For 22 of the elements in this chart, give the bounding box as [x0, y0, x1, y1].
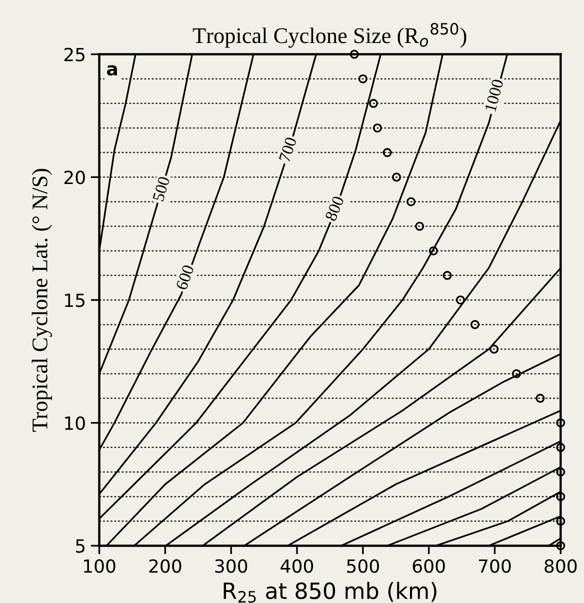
- x-tick-label: 700: [478, 559, 511, 573]
- y-tick-label: 15: [65, 294, 85, 308]
- annotation: 1000: [484, 78, 504, 112]
- x-tick-label: 300: [215, 559, 248, 573]
- x-tick-label: 800: [544, 559, 577, 573]
- x-tick-label: 100: [84, 559, 116, 573]
- x-tick-label: 200: [149, 559, 182, 573]
- y-axis-title: Tropical Cyclone Lat. (° N/S): [32, 168, 52, 432]
- y-tick-label: 25: [64, 48, 85, 62]
- chart-title: Tropical Cyclone Size (R$_{o}$$^{850}$): [192, 22, 466, 48]
- annotation: 600: [176, 264, 194, 290]
- x-tick-label: 500: [347, 559, 379, 573]
- annotation: 500: [152, 176, 170, 202]
- x-tick-label: 600: [412, 559, 445, 573]
- annotation: a: [106, 65, 117, 76]
- y-tick-label: 5: [76, 539, 85, 553]
- x-tick-label: 400: [280, 559, 314, 573]
- annotation: 700: [278, 136, 297, 162]
- y-tick-label: 10: [65, 416, 85, 430]
- x-axis-title: R$_{25}$ at 850 mb (km): [224, 582, 436, 603]
- annotation: 800: [324, 195, 344, 222]
- y-tick-label: 20: [64, 170, 85, 184]
